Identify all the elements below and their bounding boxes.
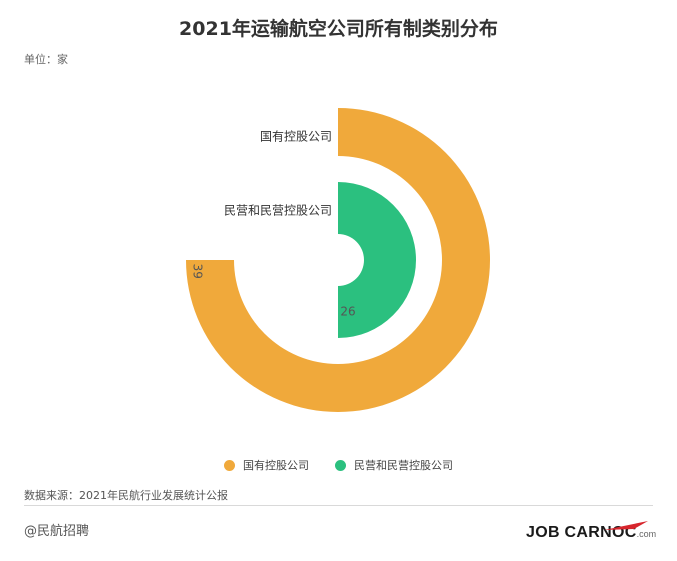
category-label-0: 国有控股公司 [260, 130, 332, 144]
source-note: 数据来源：2021年民航行业发展统计公报 [24, 489, 228, 502]
carnoc-logo: JOB CARNOC .com [526, 524, 656, 542]
legend-dot-private [335, 459, 346, 471]
ring-segment-1[interactable] [338, 182, 416, 338]
logo-suffix-text: .com [636, 529, 657, 539]
legend: 国有控股公司 民营和民营控股公司 [0, 457, 677, 473]
logo-plane-icon [604, 521, 648, 530]
social-handle: @民航招聘 [24, 524, 90, 539]
legend-dot-state-owned [224, 459, 235, 471]
legend-item-state-owned[interactable]: 国有控股公司 [224, 457, 309, 473]
logo-main-text: JOB CARNOC [526, 524, 637, 541]
ring-segment-0[interactable] [186, 108, 490, 412]
legend-label-state-owned: 国有控股公司 [243, 459, 309, 472]
value-label-1: 26 [340, 305, 355, 319]
legend-label-private: 民营和民营控股公司 [354, 459, 453, 472]
legend-item-private[interactable]: 民营和民营控股公司 [335, 457, 453, 473]
unit-label: 单位：家 [24, 53, 68, 66]
category-label-1: 民营和民营控股公司 [224, 204, 332, 218]
value-label-0: 39 [191, 264, 205, 279]
footer-divider [24, 505, 653, 506]
chart-title: 2021年运输航空公司所有制类别分布 [179, 18, 498, 40]
